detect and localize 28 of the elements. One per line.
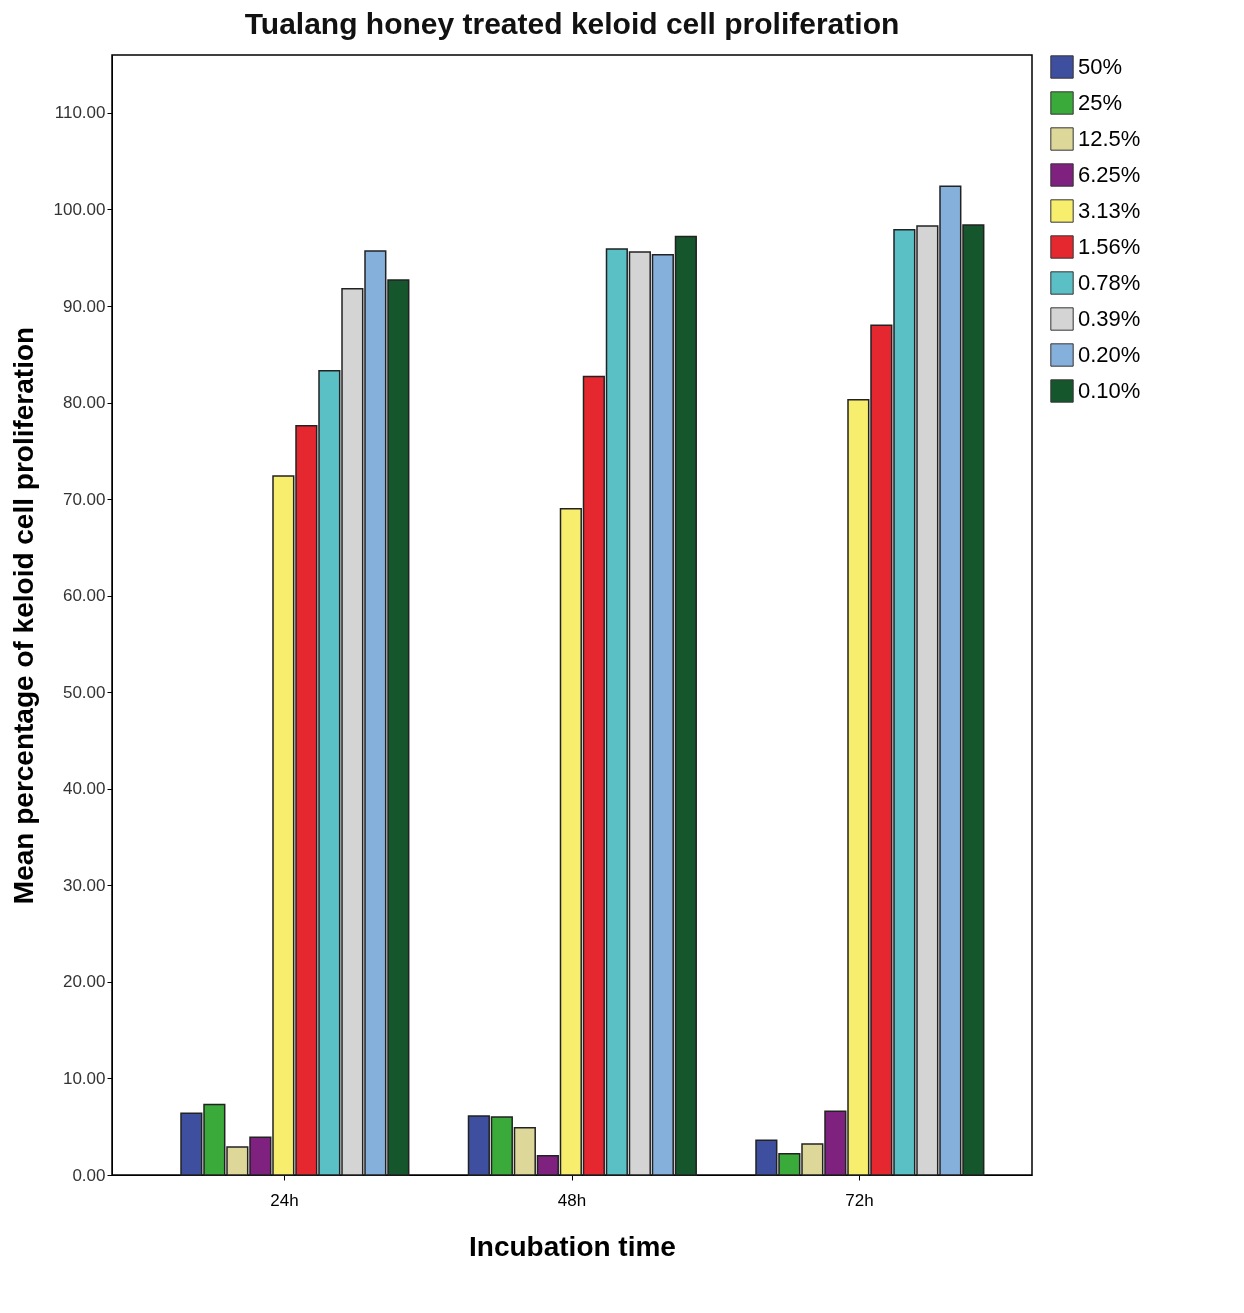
y-tick-label: 40.00 bbox=[62, 779, 106, 799]
legend-label: 6.25% bbox=[1078, 162, 1141, 187]
legend-label: 0.10% bbox=[1078, 378, 1141, 403]
legend-label: 50% bbox=[1078, 54, 1123, 79]
y-tick-label: 50.00 bbox=[62, 682, 106, 702]
x-axis-title: Incubation time bbox=[469, 1230, 676, 1262]
y-tick-label: 0.00 bbox=[72, 1165, 106, 1185]
x-tick-label: 24h bbox=[270, 1190, 299, 1210]
legend-label: 0.39% bbox=[1078, 306, 1141, 331]
y-tick-label: 20.00 bbox=[62, 972, 106, 992]
y-tick-label: 60.00 bbox=[62, 586, 106, 606]
x-tick-label: 48h bbox=[557, 1190, 587, 1210]
y-axis-title: Mean percentage of keloid cell proliferation bbox=[7, 326, 39, 905]
legend-label: 0.78% bbox=[1078, 270, 1141, 295]
legend-label: 1.56% bbox=[1078, 234, 1141, 259]
y-tick-label: 80.00 bbox=[62, 393, 106, 413]
legend-label: 12.5% bbox=[1078, 126, 1141, 151]
y-tick-label: 30.00 bbox=[62, 875, 106, 895]
legend-label: 25% bbox=[1078, 90, 1123, 115]
y-tick-label: 100.00 bbox=[53, 199, 106, 219]
y-tick-label: 70.00 bbox=[62, 489, 106, 509]
legend-label: 0.20% bbox=[1078, 342, 1141, 367]
legend-label: 3.13% bbox=[1078, 198, 1141, 223]
y-tick-label: 90.00 bbox=[62, 296, 106, 316]
chart-title: Tualang honey treated keloid cell proliferation bbox=[244, 7, 900, 40]
y-tick-label: 10.00 bbox=[62, 1068, 106, 1088]
y-tick-label: 110.00 bbox=[54, 103, 106, 123]
x-tick-label: 72h bbox=[845, 1190, 874, 1210]
